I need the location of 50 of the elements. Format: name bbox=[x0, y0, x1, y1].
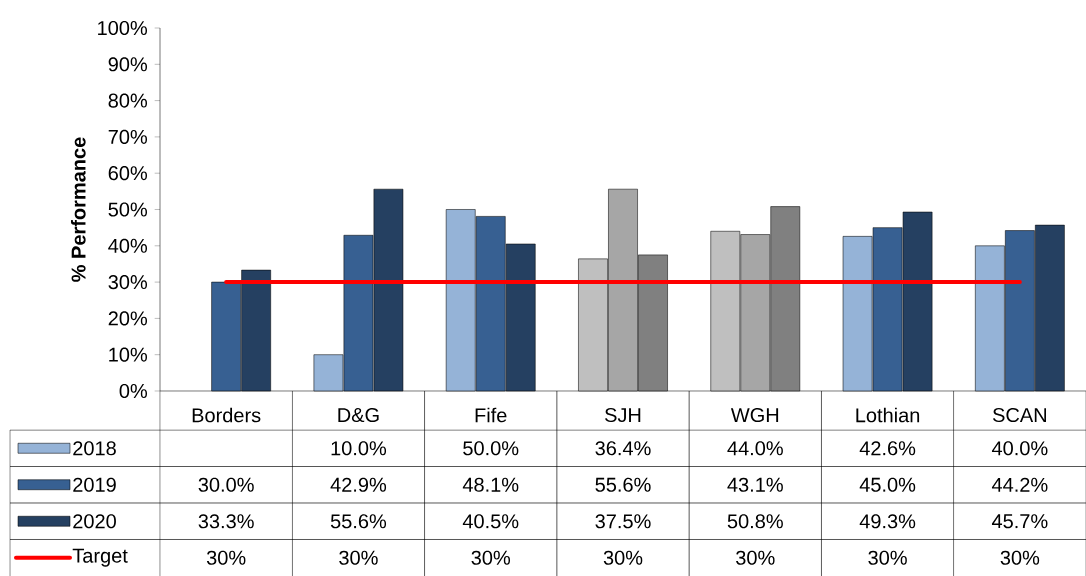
legend-label: 2020 bbox=[73, 514, 116, 529]
legend-label: 2019 bbox=[73, 477, 116, 492]
legend-label: Target bbox=[72, 548, 128, 567]
x-tick-label: WGH bbox=[730, 407, 779, 423]
data-label: 42.6% bbox=[859, 441, 916, 456]
x-tick-label: D&G bbox=[338, 407, 379, 423]
data-label: 30.0% bbox=[198, 477, 254, 492]
data-label: 30% bbox=[471, 550, 511, 565]
y-tick-label: 10% bbox=[109, 347, 148, 362]
data-label: 44.0% bbox=[727, 441, 783, 456]
y-axis-title: % Performance bbox=[70, 137, 86, 282]
y-tick-label: 30% bbox=[108, 275, 148, 290]
data-label: 45.0% bbox=[859, 477, 916, 492]
y-tick-label: 50% bbox=[108, 202, 148, 217]
data-label: 44.2% bbox=[991, 477, 1048, 492]
x-tick-label: Lothian bbox=[856, 407, 920, 423]
data-label: 30% bbox=[603, 550, 643, 565]
data-label: 37.5% bbox=[595, 514, 651, 529]
y-tick-label: 40% bbox=[108, 238, 148, 253]
x-tick-label: SJH bbox=[605, 407, 641, 423]
data-label: 55.6% bbox=[330, 514, 387, 529]
data-label: 30% bbox=[868, 550, 907, 565]
y-tick-label: 80% bbox=[108, 93, 148, 108]
data-label: 30% bbox=[1000, 550, 1040, 565]
data-label: 55.6% bbox=[595, 477, 651, 492]
data-label: 10.0% bbox=[331, 441, 387, 456]
data-label: 36.4% bbox=[595, 441, 651, 456]
y-tick-label: 100% bbox=[98, 20, 148, 36]
data-label: 30% bbox=[206, 550, 246, 565]
y-tick-label: 70% bbox=[108, 129, 148, 144]
data-label: 30% bbox=[339, 550, 378, 565]
data-label: 49.3% bbox=[859, 514, 916, 529]
legend-label: 2018 bbox=[73, 441, 116, 456]
data-label: 50.8% bbox=[727, 514, 783, 529]
y-tick-label: 90% bbox=[108, 57, 148, 72]
data-label: 50.0% bbox=[463, 441, 519, 456]
y-tick-label: 20% bbox=[108, 311, 148, 326]
data-label: 45.7% bbox=[991, 514, 1048, 529]
data-label: 42.9% bbox=[330, 477, 387, 492]
data-label: 48.1% bbox=[462, 477, 519, 492]
data-label: 40.5% bbox=[462, 514, 519, 529]
y-tick-label: 60% bbox=[108, 166, 148, 181]
data-label: 33.3% bbox=[198, 514, 254, 529]
data-label: 43.1% bbox=[727, 477, 783, 492]
data-label: 30% bbox=[736, 550, 775, 565]
data-label: 40.0% bbox=[991, 441, 1048, 456]
y-tick-label: 0% bbox=[119, 383, 148, 399]
x-tick-label: SCAN bbox=[992, 407, 1046, 423]
x-tick-label: Borders bbox=[192, 407, 261, 423]
x-tick-label: Fife bbox=[475, 407, 507, 423]
